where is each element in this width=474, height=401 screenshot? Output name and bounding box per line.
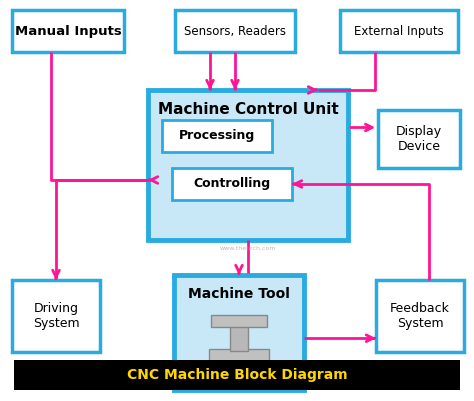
FancyBboxPatch shape [378,110,460,168]
Text: Processing: Processing [179,130,255,142]
Text: Manual Inputs: Manual Inputs [15,24,121,38]
FancyBboxPatch shape [174,275,304,390]
FancyBboxPatch shape [376,280,464,352]
FancyBboxPatch shape [230,323,248,351]
FancyBboxPatch shape [197,367,281,385]
Text: External Inputs: External Inputs [354,24,444,38]
FancyBboxPatch shape [148,90,348,240]
Text: Display
Device: Display Device [396,125,442,153]
FancyBboxPatch shape [12,280,100,352]
Text: Driving
System: Driving System [33,302,79,330]
FancyBboxPatch shape [172,168,292,200]
Text: Machine Tool: Machine Tool [188,287,290,301]
Text: Sensors, Readers: Sensors, Readers [184,24,286,38]
Text: Machine Control Unit: Machine Control Unit [158,102,338,117]
Text: Controlling: Controlling [193,178,271,190]
FancyBboxPatch shape [209,349,269,369]
FancyBboxPatch shape [211,315,267,327]
Text: Feedback
System: Feedback System [390,302,450,330]
Text: www.thetech.com: www.thetech.com [220,245,276,251]
FancyBboxPatch shape [162,120,272,152]
FancyBboxPatch shape [175,10,295,52]
FancyBboxPatch shape [340,10,458,52]
FancyBboxPatch shape [14,360,460,390]
FancyBboxPatch shape [12,10,124,52]
Text: CNC Machine Block Diagram: CNC Machine Block Diagram [127,368,347,382]
